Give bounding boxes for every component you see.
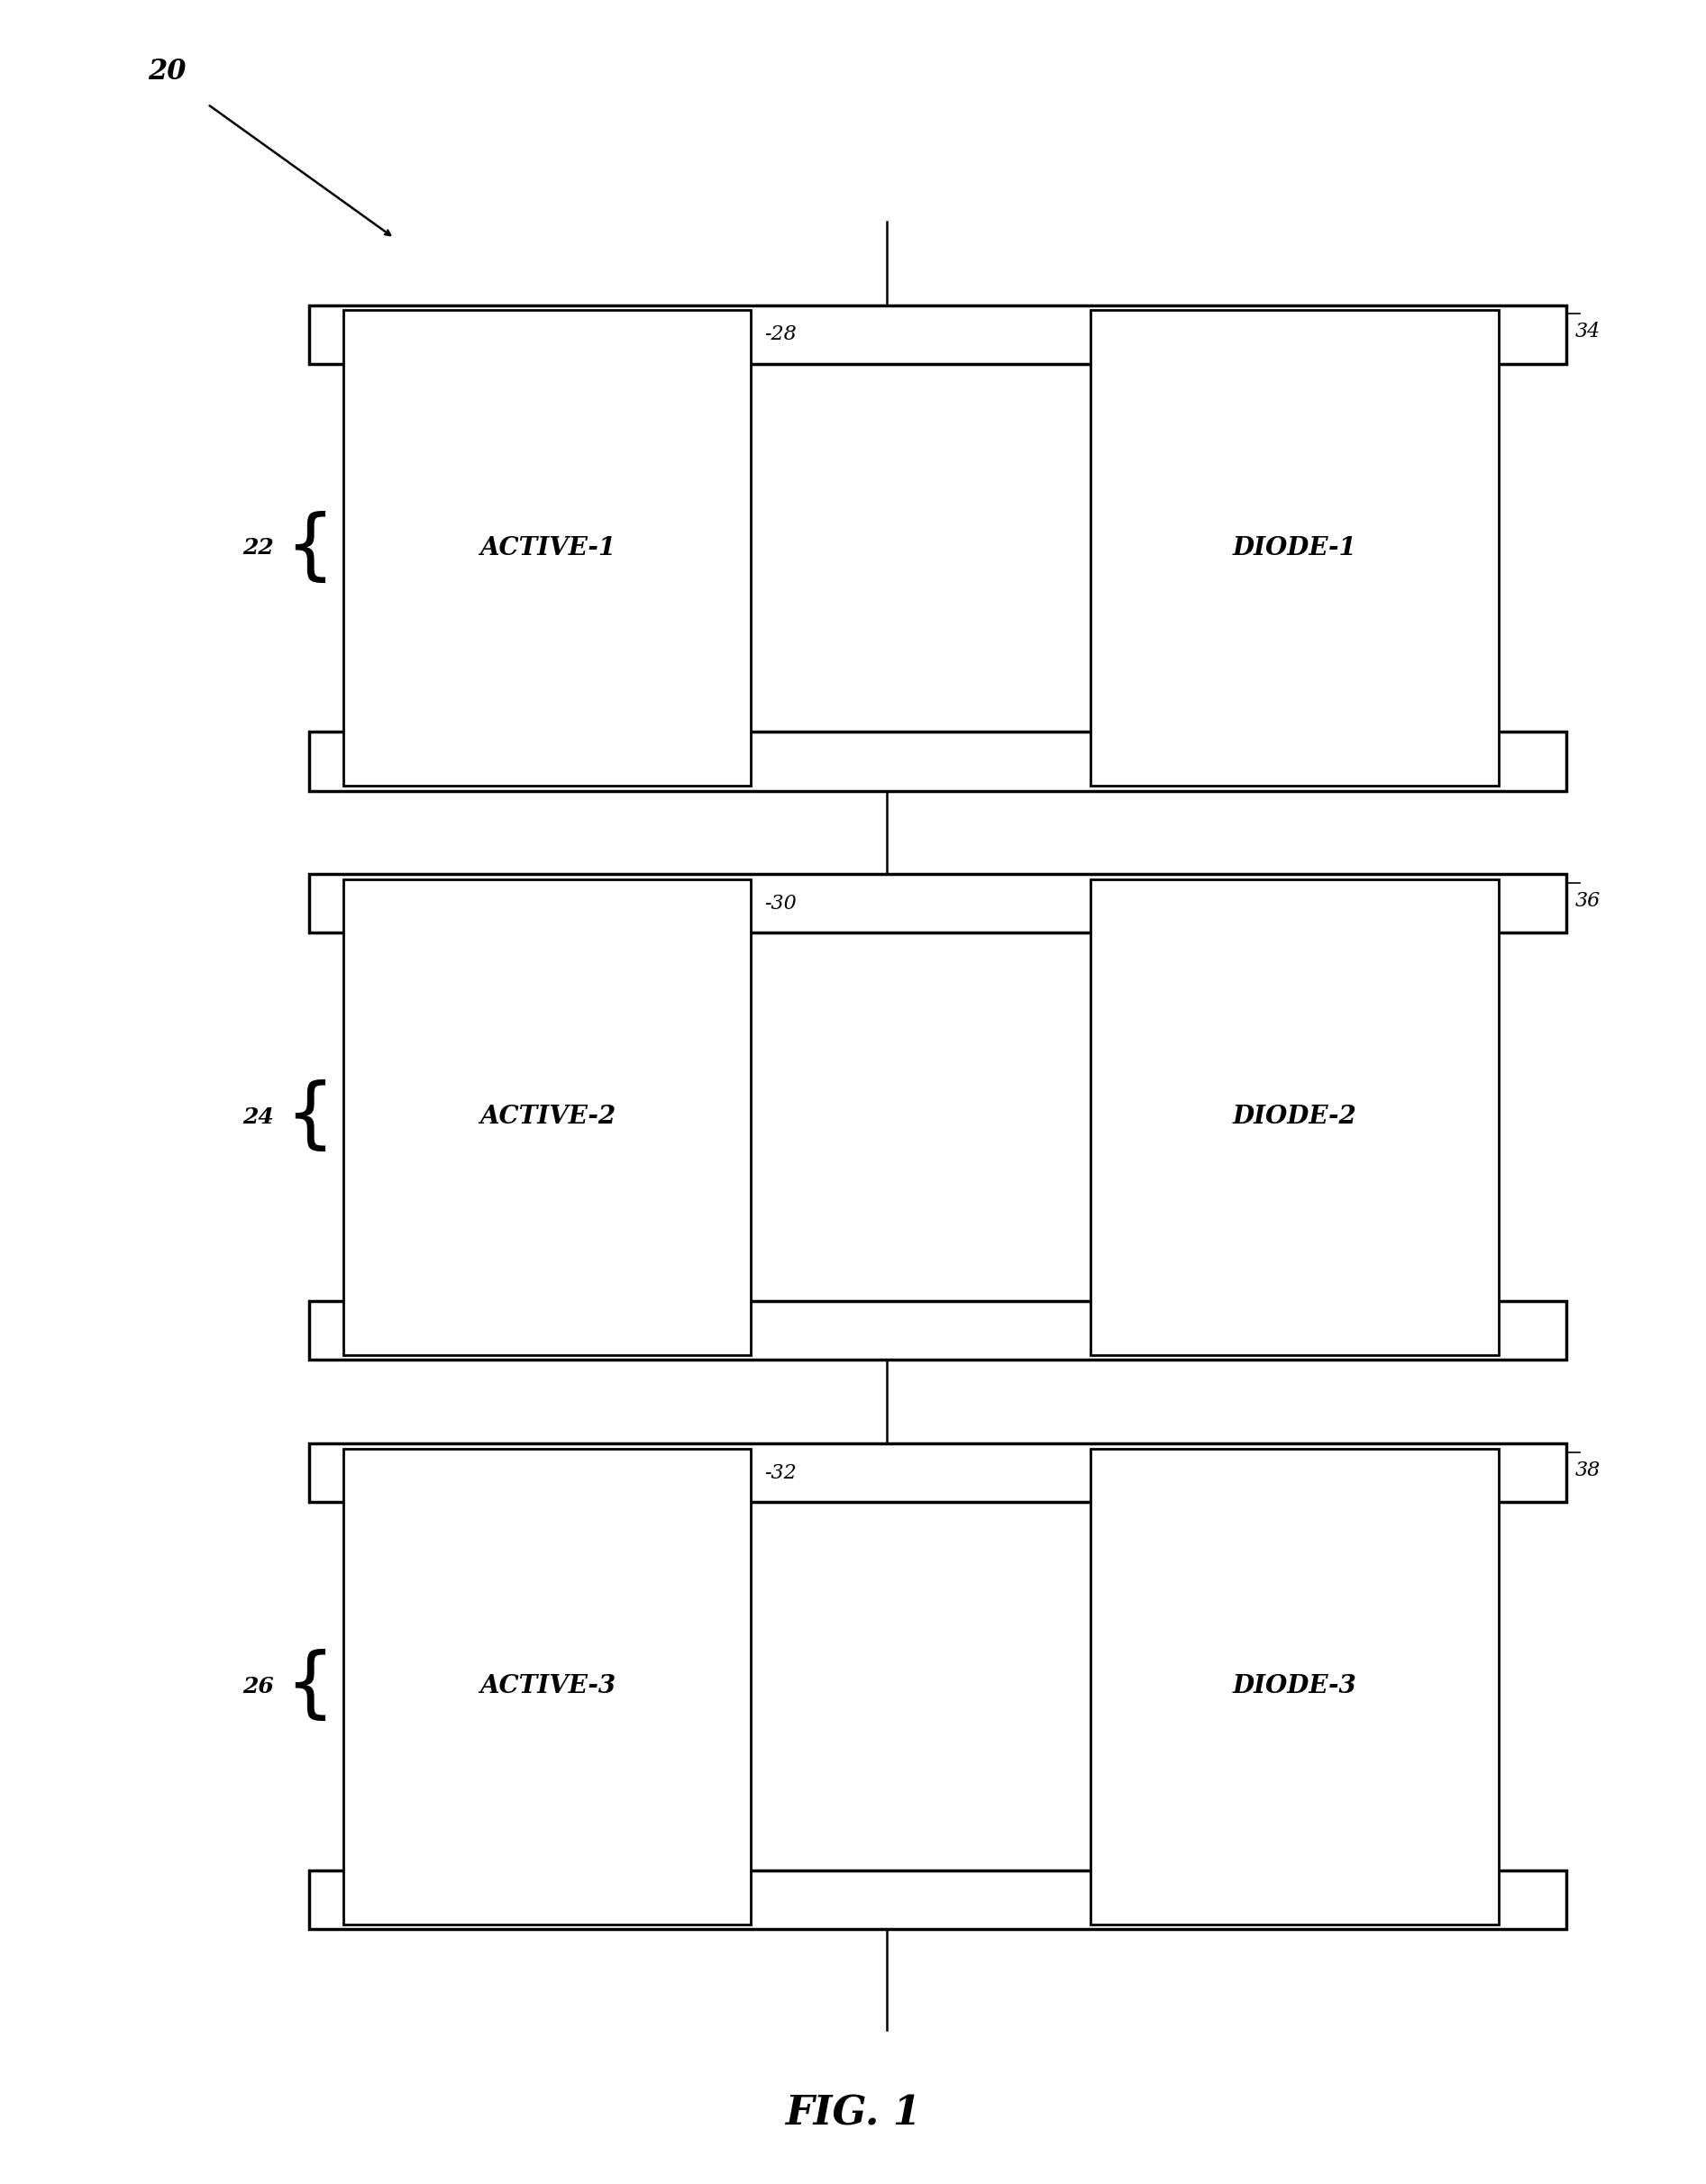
- Text: 24: 24: [242, 1107, 275, 1127]
- Text: DIODE-3: DIODE-3: [1232, 1675, 1356, 1699]
- Bar: [309, 1302, 1566, 1361]
- Text: -28: -28: [764, 325, 797, 345]
- Text: -32: -32: [764, 1463, 797, 1483]
- Bar: [343, 1448, 751, 1924]
- Bar: [309, 306, 1566, 365]
- Text: FIG. 1: FIG. 1: [785, 2094, 921, 2132]
- Text: 20: 20: [148, 57, 186, 85]
- Bar: [309, 1870, 1566, 1928]
- Text: DIODE-2: DIODE-2: [1232, 1105, 1356, 1129]
- Text: ACTIVE-2: ACTIVE-2: [479, 1105, 616, 1129]
- Text: {: {: [285, 1649, 334, 1723]
- Bar: [309, 1444, 1566, 1503]
- Text: -30: -30: [764, 893, 797, 913]
- Bar: [1090, 310, 1498, 786]
- Bar: [309, 874, 1566, 933]
- Text: DIODE-1: DIODE-1: [1232, 535, 1356, 559]
- Text: {: {: [285, 1079, 334, 1155]
- Text: 26: 26: [242, 1675, 275, 1697]
- Text: ACTIVE-3: ACTIVE-3: [479, 1675, 616, 1699]
- Bar: [309, 732, 1566, 791]
- Text: ACTIVE-1: ACTIVE-1: [479, 535, 616, 559]
- Text: 22: 22: [242, 537, 275, 559]
- Bar: [1090, 880, 1498, 1354]
- Bar: [1090, 1448, 1498, 1924]
- Bar: [343, 880, 751, 1354]
- Text: 36: 36: [1575, 891, 1600, 911]
- Text: 38: 38: [1575, 1461, 1600, 1481]
- Bar: [343, 310, 751, 786]
- Text: {: {: [285, 511, 334, 585]
- Text: 34: 34: [1575, 321, 1600, 341]
